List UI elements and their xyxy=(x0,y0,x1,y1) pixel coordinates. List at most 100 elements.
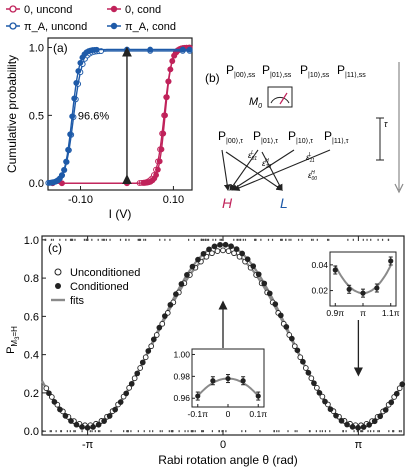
data-point xyxy=(63,158,69,165)
rug-mark xyxy=(159,238,161,241)
data-point xyxy=(288,335,295,342)
rug-mark xyxy=(202,238,204,241)
data-point xyxy=(206,246,212,253)
data-point xyxy=(95,421,102,428)
panel-b-diagram: (b) P|00⟩,ss P|01⟩,ss P|10⟩,ss P|11⟩,ss M0 τ P|… xyxy=(205,62,404,211)
x-tick-label: π xyxy=(355,439,363,451)
rug-mark xyxy=(130,430,132,433)
rug-mark xyxy=(392,430,394,433)
data-point xyxy=(327,406,334,413)
rug-mark xyxy=(328,238,330,241)
rug-mark xyxy=(105,238,107,241)
data-point xyxy=(73,421,80,428)
data-point xyxy=(163,94,170,101)
rug-mark xyxy=(69,238,72,241)
rug-mark xyxy=(50,430,52,433)
inset-x-tick-label: -0.1π xyxy=(188,409,209,419)
rug-mark xyxy=(193,238,195,241)
data-point xyxy=(393,390,400,397)
data-point xyxy=(302,365,309,371)
data-point xyxy=(128,380,135,387)
data-point xyxy=(396,385,403,392)
mid-state-3: P|11⟩,τ xyxy=(324,129,349,145)
legend-label: 0, cond xyxy=(125,4,161,16)
data-point xyxy=(214,248,221,254)
data-point xyxy=(355,424,361,431)
rug-mark xyxy=(219,238,221,241)
rug-mark xyxy=(353,430,355,433)
rug-mark xyxy=(222,430,224,433)
rug-mark xyxy=(137,238,139,241)
rug-mark xyxy=(45,238,47,241)
panel-c-label: (c) xyxy=(48,241,62,255)
data-point xyxy=(142,354,149,361)
panel-a-series xyxy=(45,44,193,187)
rug-mark xyxy=(378,430,380,433)
arrow-to-H xyxy=(231,149,295,191)
rug-mark xyxy=(347,238,349,241)
rug-mark xyxy=(388,430,390,433)
data-point xyxy=(90,424,96,430)
data-point xyxy=(126,384,132,391)
rug-mark xyxy=(239,238,241,241)
rug-mark xyxy=(143,238,145,241)
epsilon-label-1: ε10H xyxy=(262,158,271,170)
mid-state-0: P|00⟩,τ xyxy=(218,129,243,145)
data-point xyxy=(220,247,226,254)
rug-mark xyxy=(244,238,247,241)
data-point xyxy=(195,256,201,263)
data-point xyxy=(283,324,290,330)
data-point xyxy=(67,131,74,138)
rug-mark xyxy=(97,238,99,241)
rug-mark xyxy=(69,430,71,433)
series-1 xyxy=(46,241,406,431)
rug-mark xyxy=(85,238,87,241)
data-point xyxy=(314,384,320,391)
y-tick-label: 0.0 xyxy=(29,178,44,190)
rug-mark xyxy=(127,430,129,433)
panel-c-ticks: -π 0 π 0.0 0.2 0.4 0.6 0.8 1.0 xyxy=(24,235,363,451)
inset-point xyxy=(374,285,380,291)
rug-mark xyxy=(89,430,91,433)
rug-mark xyxy=(220,238,223,241)
data-point xyxy=(366,422,372,428)
rug-mark xyxy=(356,430,358,433)
top-legend: 0, uncond 0, cond π_A, uncond π_A, cond xyxy=(6,4,176,33)
data-point xyxy=(261,280,268,287)
svg-text:PM3=H: PM3=H xyxy=(5,326,21,354)
rug-mark xyxy=(297,238,300,241)
rug-mark xyxy=(254,238,256,241)
rug-mark xyxy=(377,238,379,241)
data-point xyxy=(69,113,76,120)
inset-point xyxy=(195,393,201,399)
data-point xyxy=(305,369,312,376)
data-point xyxy=(217,241,223,248)
rug-mark xyxy=(144,238,147,241)
rug-mark xyxy=(139,238,142,241)
data-point xyxy=(147,178,154,185)
rug-mark xyxy=(65,238,67,241)
legend-label: 0, uncond xyxy=(24,4,72,16)
data-point xyxy=(75,68,82,74)
data-point xyxy=(153,332,160,338)
data-point xyxy=(51,399,58,405)
panel-c-series xyxy=(41,241,406,431)
rug-mark xyxy=(211,430,214,433)
rug-mark xyxy=(59,238,61,241)
inset-x-tick-label: 0.1π xyxy=(249,409,267,419)
data-point xyxy=(178,281,185,287)
top-state-0: P|00⟩,ss xyxy=(226,63,256,79)
rug-mark xyxy=(171,430,173,433)
arrow-to-L xyxy=(225,151,283,191)
top-state-3: P|11⟩,ss xyxy=(337,63,366,79)
y-tick-label: 0.2 xyxy=(24,388,39,400)
timeline-arrow xyxy=(394,183,404,194)
data-point xyxy=(382,407,389,413)
rug-mark xyxy=(194,430,196,433)
inset-point xyxy=(332,267,338,273)
data-point xyxy=(153,172,160,178)
rug-mark xyxy=(74,238,76,241)
rug-mark xyxy=(138,238,141,241)
y-tick-label: 0.6 xyxy=(24,311,39,323)
rug-mark xyxy=(400,430,402,433)
